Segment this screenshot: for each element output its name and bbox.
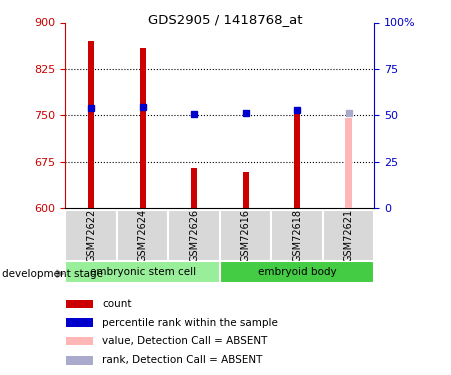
Bar	[191, 168, 197, 208]
Text: GSM72618: GSM72618	[292, 209, 302, 262]
Bar	[139, 48, 146, 208]
Text: GSM72624: GSM72624	[138, 209, 147, 262]
Text: GSM72626: GSM72626	[189, 209, 199, 262]
Text: development stage: development stage	[2, 269, 103, 279]
Bar	[66, 318, 93, 327]
Bar	[88, 41, 94, 208]
Text: GDS2905 / 1418768_at: GDS2905 / 1418768_at	[148, 13, 303, 26]
Text: percentile rank within the sample: percentile rank within the sample	[102, 318, 278, 327]
Text: embryonic stem cell: embryonic stem cell	[90, 267, 196, 277]
Bar	[220, 261, 374, 283]
Bar	[65, 210, 117, 261]
Text: rank, Detection Call = ABSENT: rank, Detection Call = ABSENT	[102, 356, 262, 366]
Polygon shape	[56, 269, 64, 278]
Text: GSM72621: GSM72621	[344, 209, 354, 262]
Bar	[220, 210, 272, 261]
Bar	[66, 356, 93, 364]
Bar	[272, 210, 323, 261]
Bar	[345, 118, 352, 208]
Bar	[66, 300, 93, 308]
Bar	[243, 172, 249, 208]
Text: GSM72616: GSM72616	[240, 209, 251, 262]
Text: embryoid body: embryoid body	[258, 267, 336, 277]
Bar	[168, 210, 220, 261]
Bar	[65, 261, 220, 283]
Bar	[117, 210, 168, 261]
Bar	[294, 109, 300, 208]
Text: GSM72622: GSM72622	[86, 209, 96, 262]
Text: count: count	[102, 299, 132, 309]
Bar	[66, 337, 93, 345]
Text: value, Detection Call = ABSENT: value, Detection Call = ABSENT	[102, 336, 267, 346]
Bar	[323, 210, 374, 261]
